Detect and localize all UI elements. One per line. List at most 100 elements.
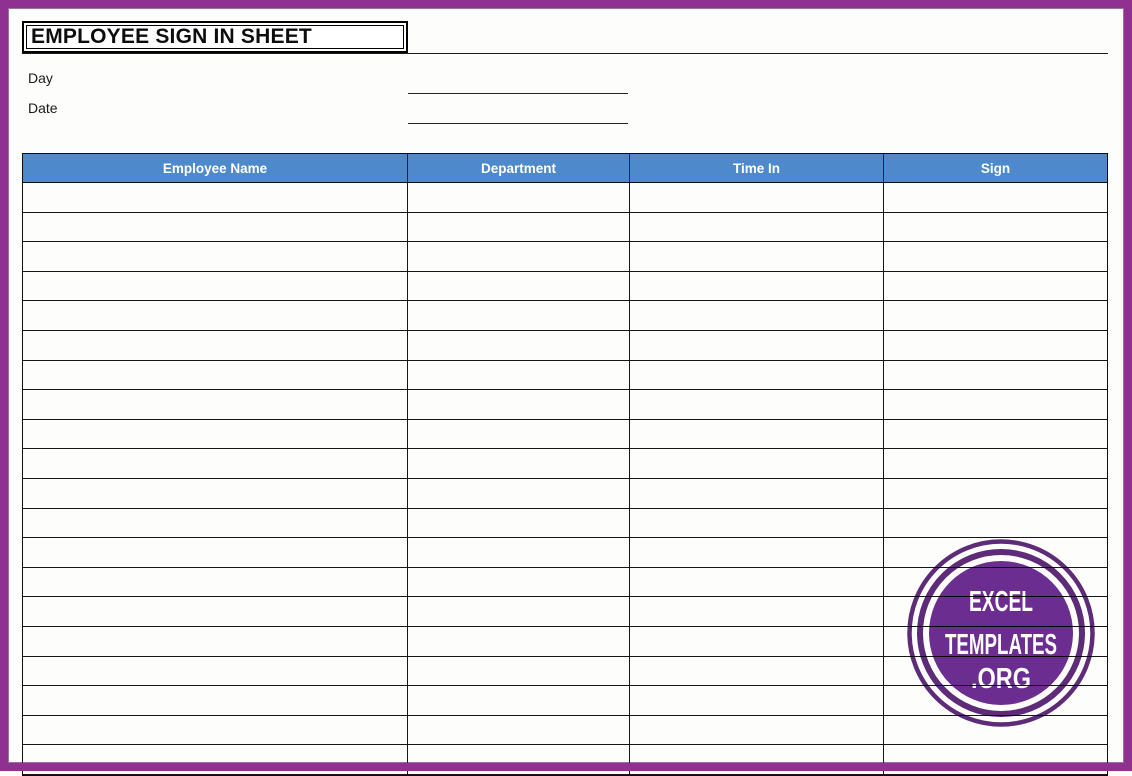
cell-time-in[interactable] xyxy=(630,597,884,626)
cell-department[interactable] xyxy=(408,242,630,271)
cell-employee-name[interactable] xyxy=(23,449,408,478)
cell-employee-name[interactable] xyxy=(23,183,408,212)
cell-sign[interactable] xyxy=(884,390,1107,419)
cell-time-in[interactable] xyxy=(630,686,884,715)
cell-time-in[interactable] xyxy=(630,330,884,360)
table-row xyxy=(23,390,1107,420)
column-header-time-in: Time In xyxy=(630,154,884,182)
cell-employee-name[interactable] xyxy=(23,419,408,449)
cell-time-in[interactable] xyxy=(630,449,884,478)
cell-department[interactable] xyxy=(408,567,630,597)
cell-sign[interactable] xyxy=(884,657,1107,686)
cell-time-in[interactable] xyxy=(630,360,884,390)
table-row xyxy=(23,419,1107,450)
cell-sign[interactable] xyxy=(884,479,1107,508)
cell-department[interactable] xyxy=(408,478,630,508)
cell-sign[interactable] xyxy=(884,597,1107,626)
table-row xyxy=(23,597,1107,627)
cell-sign[interactable] xyxy=(884,745,1107,774)
cell-time-in[interactable] xyxy=(630,183,884,212)
cell-department[interactable] xyxy=(408,626,630,656)
cell-sign[interactable] xyxy=(884,538,1107,567)
table-row xyxy=(23,330,1107,361)
cell-employee-name[interactable] xyxy=(23,715,408,745)
cell-employee-name[interactable] xyxy=(23,508,408,538)
cell-employee-name[interactable] xyxy=(23,242,408,271)
table-row xyxy=(23,242,1107,272)
date-input-line[interactable] xyxy=(408,105,628,124)
cell-employee-name[interactable] xyxy=(23,478,408,508)
cell-department[interactable] xyxy=(408,745,630,774)
cell-time-in[interactable] xyxy=(630,478,884,508)
cell-time-in[interactable] xyxy=(630,656,884,686)
cell-department[interactable] xyxy=(408,301,630,330)
table-row xyxy=(23,745,1107,775)
cell-sign[interactable] xyxy=(884,183,1107,212)
table-row xyxy=(23,449,1107,479)
cell-time-in[interactable] xyxy=(630,567,884,597)
cell-sign[interactable] xyxy=(884,272,1107,301)
cell-time-in[interactable] xyxy=(630,745,884,774)
cell-sign[interactable] xyxy=(884,213,1107,242)
cell-department[interactable] xyxy=(408,538,630,567)
cell-department[interactable] xyxy=(408,419,630,449)
cell-department[interactable] xyxy=(408,183,630,212)
cell-sign[interactable] xyxy=(884,420,1107,449)
cell-time-in[interactable] xyxy=(630,508,884,538)
table-row xyxy=(23,301,1107,331)
cell-time-in[interactable] xyxy=(630,538,884,567)
cell-sign[interactable] xyxy=(884,686,1107,715)
cell-department[interactable] xyxy=(408,597,630,626)
table-row xyxy=(23,212,1107,243)
cell-department[interactable] xyxy=(408,390,630,419)
cell-department[interactable] xyxy=(408,656,630,686)
cell-employee-name[interactable] xyxy=(23,686,408,715)
cell-department[interactable] xyxy=(408,212,630,242)
cell-sign[interactable] xyxy=(884,242,1107,271)
cell-employee-name[interactable] xyxy=(23,597,408,626)
cell-department[interactable] xyxy=(408,508,630,538)
table-row xyxy=(23,626,1107,657)
cell-employee-name[interactable] xyxy=(23,538,408,567)
cell-time-in[interactable] xyxy=(630,715,884,745)
cell-employee-name[interactable] xyxy=(23,656,408,686)
cell-employee-name[interactable] xyxy=(23,745,408,774)
cell-sign[interactable] xyxy=(884,716,1107,745)
cell-time-in[interactable] xyxy=(630,212,884,242)
cell-sign[interactable] xyxy=(884,509,1107,538)
cell-sign[interactable] xyxy=(884,627,1107,656)
table-header-row: Employee Name Department Time In Sign xyxy=(23,154,1107,183)
cell-time-in[interactable] xyxy=(630,390,884,419)
cell-department[interactable] xyxy=(408,330,630,360)
cell-sign[interactable] xyxy=(884,361,1107,390)
cell-department[interactable] xyxy=(408,271,630,301)
cell-employee-name[interactable] xyxy=(23,330,408,360)
day-input-line[interactable] xyxy=(408,75,628,94)
cell-employee-name[interactable] xyxy=(23,390,408,419)
cell-employee-name[interactable] xyxy=(23,626,408,656)
cell-time-in[interactable] xyxy=(630,271,884,301)
cell-employee-name[interactable] xyxy=(23,360,408,390)
cell-employee-name[interactable] xyxy=(23,212,408,242)
cell-department[interactable] xyxy=(408,360,630,390)
cell-time-in[interactable] xyxy=(630,242,884,271)
cell-sign[interactable] xyxy=(884,449,1107,478)
table-row xyxy=(23,715,1107,746)
cell-time-in[interactable] xyxy=(630,301,884,330)
cell-department[interactable] xyxy=(408,686,630,715)
cell-employee-name[interactable] xyxy=(23,567,408,597)
cell-department[interactable] xyxy=(408,449,630,478)
table-row xyxy=(23,271,1107,302)
table-row xyxy=(23,686,1107,716)
cell-sign[interactable] xyxy=(884,568,1107,597)
table-row xyxy=(23,360,1107,391)
cell-time-in[interactable] xyxy=(630,626,884,656)
cell-sign[interactable] xyxy=(884,331,1107,360)
cell-employee-name[interactable] xyxy=(23,271,408,301)
cell-sign[interactable] xyxy=(884,301,1107,330)
page-title: EMPLOYEE SIGN IN SHEET xyxy=(22,21,408,53)
cell-department[interactable] xyxy=(408,715,630,745)
cell-time-in[interactable] xyxy=(630,419,884,449)
day-label: Day xyxy=(28,70,53,86)
cell-employee-name[interactable] xyxy=(23,301,408,330)
